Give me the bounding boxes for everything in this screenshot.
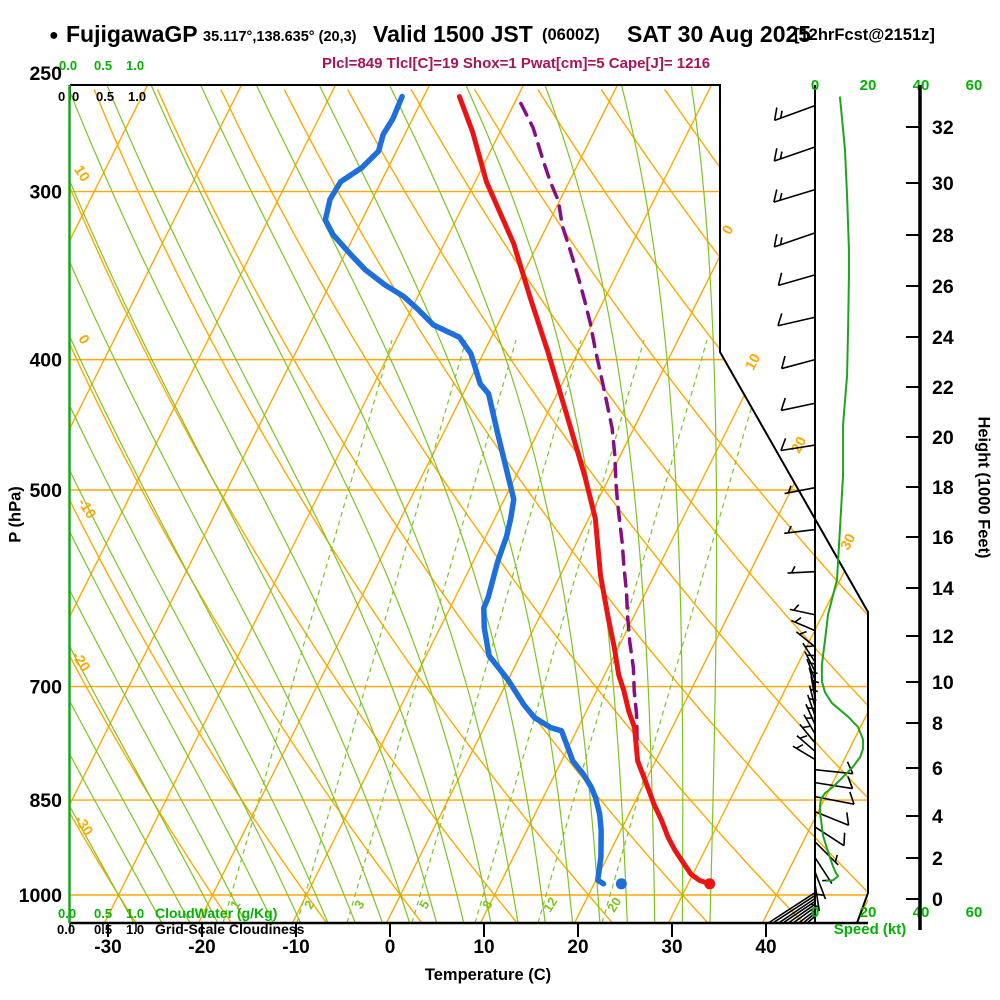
svg-text:12: 12 <box>540 895 560 915</box>
svg-text:60: 60 <box>966 904 983 921</box>
temperature-axis-label: Temperature (C) <box>424 966 552 984</box>
svg-text:14: 14 <box>932 578 954 600</box>
svg-text:-10: -10 <box>282 937 309 958</box>
cloudwater-scale-top-1: 1.0 <box>126 58 145 73</box>
dewpoint-curve <box>322 93 607 887</box>
svg-text:20: 20 <box>567 937 588 958</box>
svg-text:3: 3 <box>351 898 368 912</box>
svg-text:8: 8 <box>479 898 496 912</box>
svg-text:0: 0 <box>720 223 738 238</box>
valid-date: SAT 30 Aug 2025 <box>627 21 812 47</box>
cloudiness-scale-bottom-05: 0.5 <box>94 922 113 937</box>
cloudiness-scale-top-05: 0.5 <box>96 89 115 104</box>
temperature-curve <box>456 94 713 887</box>
svg-text:0: 0 <box>385 937 396 958</box>
svg-text:500: 500 <box>29 480 62 502</box>
svg-text:40: 40 <box>755 937 776 958</box>
svg-text:16: 16 <box>932 527 954 549</box>
svg-text:4: 4 <box>932 806 943 828</box>
svg-text:700: 700 <box>29 677 62 699</box>
svg-text:-20: -20 <box>188 937 215 958</box>
cloudwater-scale-bottom-0: 0.0 <box>58 906 77 921</box>
svg-text:-20: -20 <box>68 649 93 675</box>
valid-time: Valid 1500 JST <box>373 21 533 47</box>
station-coordinates: 35.117°,138.635° (20,3) <box>203 29 357 45</box>
cloudwater-scale-top-0: 0.0 <box>59 58 78 73</box>
svg-text:8: 8 <box>932 713 943 735</box>
speed-axis-label: Speed (kt) <box>833 921 907 938</box>
cloudiness-scale-top-1: 1.0 <box>128 89 147 104</box>
parcel-curve <box>519 101 640 763</box>
svg-text:30: 30 <box>838 531 860 553</box>
svg-text:850: 850 <box>29 790 62 812</box>
svg-text:400: 400 <box>29 350 62 372</box>
svg-text:24: 24 <box>932 327 954 349</box>
svg-text:22: 22 <box>932 377 954 399</box>
svg-text:20: 20 <box>860 77 877 94</box>
svg-text:10: 10 <box>70 163 92 185</box>
height-axis-label: Height (1000 Feet) <box>974 416 993 559</box>
svg-text:20: 20 <box>789 434 811 456</box>
svg-text:10: 10 <box>932 672 954 694</box>
svg-text:10: 10 <box>743 351 765 373</box>
svg-text:30: 30 <box>661 937 682 958</box>
svg-text:12: 12 <box>932 626 954 648</box>
svg-text:10: 10 <box>473 937 494 958</box>
pressure-axis-label: P (hPa) <box>6 486 25 543</box>
surface-temperature-dot <box>704 878 716 890</box>
cloudiness-scale-bottom-0: 0.0 <box>57 922 76 937</box>
station-name: FujigawaGP <box>66 21 198 47</box>
svg-text:0: 0 <box>74 332 92 347</box>
svg-text:-10: -10 <box>74 496 99 522</box>
cloudwater-axis-label: CloudWater (g/Kg) <box>155 905 278 921</box>
cloudiness-scale-bottom-1: 1.0 <box>126 922 145 937</box>
svg-text:60: 60 <box>966 77 983 94</box>
svg-text:28: 28 <box>932 225 954 247</box>
svg-text:1000: 1000 <box>19 885 63 907</box>
svg-text:0: 0 <box>811 77 819 94</box>
station-bullet-icon: ● <box>49 27 59 44</box>
svg-text:250: 250 <box>29 63 62 85</box>
wind-speed-profile <box>819 96 864 882</box>
svg-text:20: 20 <box>860 904 877 921</box>
stability-indices: Plcl=849 Tlcl[C]=19 Shox=1 Pwat[cm]=5 Ca… <box>322 55 711 72</box>
wind-barbs <box>768 85 855 924</box>
svg-text:-30: -30 <box>94 937 121 958</box>
svg-text:300: 300 <box>29 182 62 204</box>
cloudwater-scale-top-05: 0.5 <box>94 58 113 73</box>
svg-text:20: 20 <box>604 895 624 915</box>
svg-text:20: 20 <box>932 427 954 449</box>
svg-text:6: 6 <box>932 758 943 780</box>
cloudiness-scale-top-0a: 0 <box>58 89 66 104</box>
svg-text:18: 18 <box>932 477 954 499</box>
svg-text:30: 30 <box>932 173 954 195</box>
forecast-run-info: [12hrFcst@2151z] <box>794 26 935 44</box>
svg-text:2: 2 <box>932 848 943 870</box>
cloudiness-axis-label: Grid-Scale Cloudiness <box>155 921 305 937</box>
svg-text:26: 26 <box>932 276 954 298</box>
cloudwater-scale-bottom-1: 1.0 <box>126 906 145 921</box>
cloudwater-scale-bottom-05: 0.5 <box>94 906 113 921</box>
cloudiness-scale-top-0b: 0 <box>72 89 80 104</box>
valid-time-zulu: (0600Z) <box>542 26 600 44</box>
svg-text:0: 0 <box>811 904 819 921</box>
speed-scale-labels: 00202040406060 <box>811 77 983 921</box>
svg-text:0: 0 <box>932 889 943 911</box>
svg-text:32: 32 <box>932 117 954 139</box>
surface-dewpoint-dot <box>615 878 627 890</box>
